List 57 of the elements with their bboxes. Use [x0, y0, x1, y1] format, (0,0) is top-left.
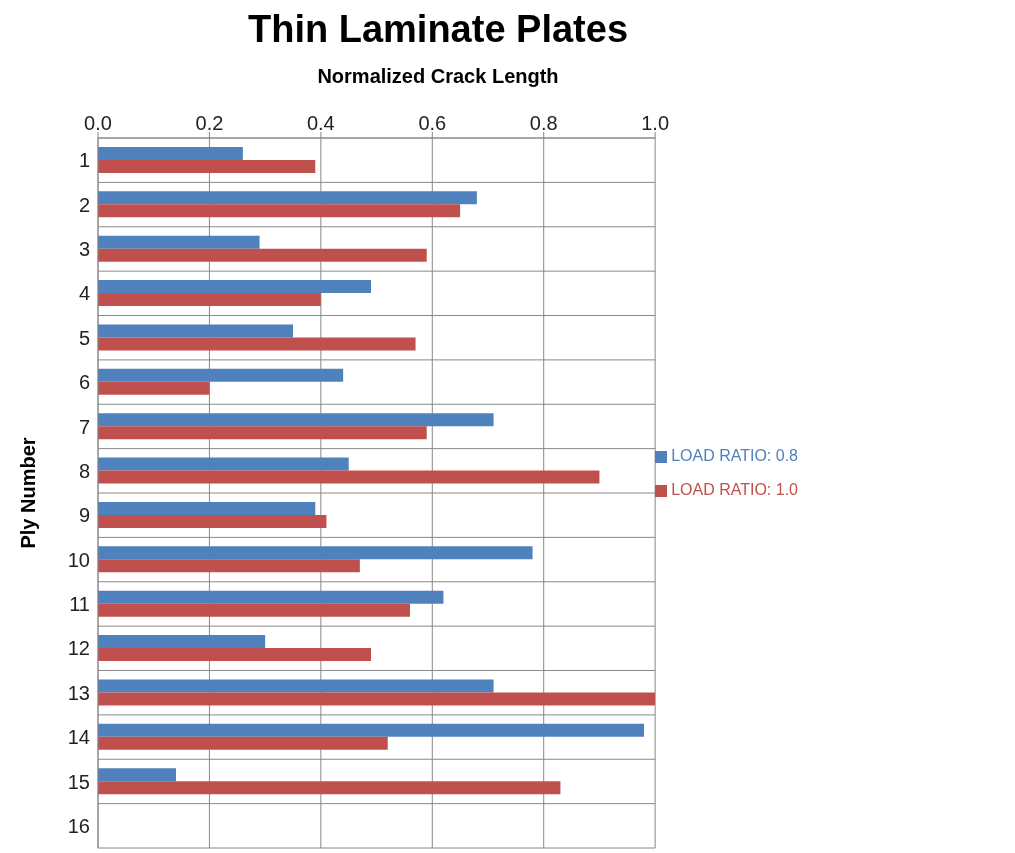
bar	[98, 501, 316, 515]
y-tick-label: 3	[78, 238, 90, 261]
y-tick-label: 16	[67, 814, 90, 837]
y-tick-label: 9	[78, 504, 90, 527]
bar	[98, 204, 461, 218]
y-tick-label: 13	[67, 681, 90, 704]
y-tick-label: 7	[78, 415, 90, 438]
bar	[98, 736, 388, 750]
bar	[98, 514, 327, 528]
bar	[98, 559, 360, 573]
y-tick-label: 1	[78, 149, 90, 172]
bar	[98, 679, 494, 693]
bar	[98, 648, 371, 661]
legend-label: LOAD RATIO: 0.8	[671, 447, 798, 464]
y-tick-label: 10	[67, 548, 90, 571]
y-tick-label: 11	[69, 593, 90, 616]
y-tick-label: 12	[67, 637, 90, 660]
bar	[98, 723, 644, 737]
bar	[98, 692, 656, 706]
bar	[98, 781, 561, 795]
bar	[98, 337, 416, 351]
x-tick-label: 0.6	[418, 112, 447, 134]
y-tick-label: 2	[78, 193, 90, 216]
bar	[98, 603, 410, 617]
x-tick-label: 0.0	[84, 112, 112, 134]
x-tick-label: 0.4	[306, 112, 335, 134]
y-tick-label: 4	[78, 282, 90, 305]
y-tick-label: 15	[67, 770, 90, 793]
bar	[98, 457, 349, 471]
bar	[98, 159, 316, 173]
bar	[98, 248, 427, 262]
legend-label: LOAD RATIO: 1.0	[671, 481, 798, 498]
bar	[98, 470, 600, 484]
bar	[98, 280, 371, 293]
y-tick-label: 14	[67, 726, 90, 749]
bar	[98, 146, 243, 160]
x-axis-title: Normalized Crack Length	[316, 65, 560, 88]
x-tick-label: 1.0	[641, 112, 670, 134]
x-tick-label: 0.8	[529, 112, 558, 134]
bar	[98, 546, 533, 560]
chart-title: Thin Laminate Plates	[246, 8, 630, 51]
y-tick-label: 6	[78, 371, 90, 394]
y-tick-label: 8	[78, 459, 90, 482]
bar	[98, 768, 176, 782]
bar	[98, 413, 494, 427]
bar	[98, 381, 210, 395]
bar	[98, 293, 321, 306]
y-tick-label: 5	[78, 326, 90, 349]
y-axis-title: Ply Number	[17, 437, 40, 549]
bar	[98, 235, 260, 249]
x-tick-label: 0.2	[195, 112, 224, 134]
bar	[98, 426, 427, 440]
bar	[98, 635, 266, 648]
bar	[98, 191, 477, 205]
bar	[98, 368, 344, 382]
bar	[98, 590, 444, 604]
bar	[98, 324, 293, 338]
